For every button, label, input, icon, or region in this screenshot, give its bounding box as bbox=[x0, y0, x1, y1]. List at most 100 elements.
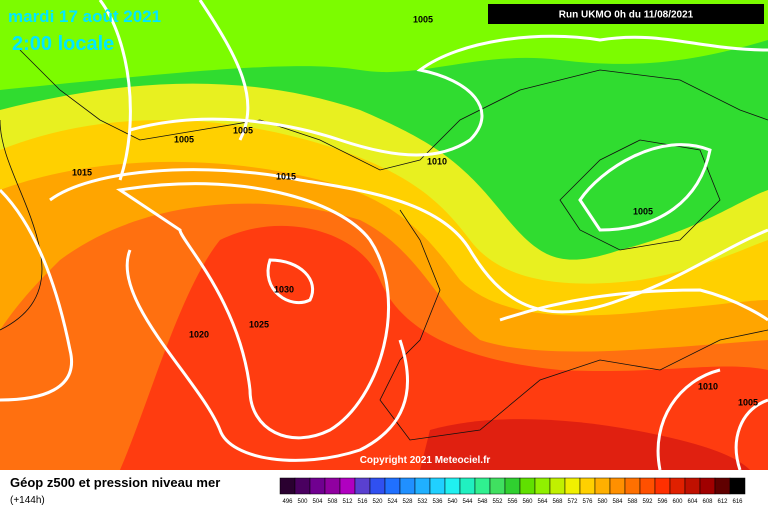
scale-label: 524 bbox=[387, 499, 398, 505]
run: Run UKMO 0h du 11/08/2021 bbox=[559, 10, 694, 21]
scale-label: 536 bbox=[432, 499, 443, 505]
scale-label: 608 bbox=[702, 499, 713, 505]
scale-label: 516 bbox=[357, 499, 368, 505]
run-box bbox=[488, 4, 764, 24]
isobar-label: 1005 bbox=[174, 134, 194, 144]
scale-label: 500 bbox=[297, 499, 308, 505]
scale-label: 616 bbox=[732, 499, 743, 505]
scale-swatch bbox=[474, 477, 491, 495]
scale-label: 580 bbox=[597, 499, 608, 505]
scale-label: 576 bbox=[582, 499, 593, 505]
scale-swatch bbox=[399, 477, 416, 495]
scale-swatch bbox=[684, 477, 701, 495]
scale-swatch bbox=[699, 477, 716, 495]
isobar-label: 1005 bbox=[738, 397, 758, 407]
isobar bbox=[656, 368, 721, 471]
isobar bbox=[49, 168, 768, 314]
isobar bbox=[266, 258, 314, 305]
scale-label: 508 bbox=[327, 499, 338, 505]
coast bbox=[559, 139, 721, 251]
scale-label: 528 bbox=[402, 499, 413, 505]
scale-label: 496 bbox=[282, 499, 293, 505]
isobar-label: 1015 bbox=[72, 167, 92, 177]
time: 2:00 locale bbox=[12, 33, 114, 55]
scale-label: 552 bbox=[492, 499, 503, 505]
band-darkred bbox=[420, 419, 750, 470]
scale-label: 560 bbox=[522, 499, 533, 505]
scale-swatch bbox=[579, 477, 596, 495]
scale-swatch bbox=[729, 477, 746, 495]
scale-swatch bbox=[624, 477, 641, 495]
band-red bbox=[120, 225, 768, 470]
isobar-label: 1030 bbox=[274, 284, 294, 294]
scale-swatch bbox=[339, 477, 356, 495]
scale-swatch bbox=[354, 477, 371, 495]
scale-swatch bbox=[489, 477, 506, 495]
footer-subtitle: (+144h) bbox=[10, 495, 45, 506]
scale-swatch bbox=[459, 477, 476, 495]
isobar-labels: 1005 1005 1005 1015 1015 1010 1005 1030 1025 1020… bbox=[72, 14, 758, 407]
footer-title: Géop z500 et pression niveau mer bbox=[10, 475, 220, 490]
scale-swatch bbox=[549, 477, 566, 495]
date: mardi 17 août 2021 bbox=[8, 7, 161, 26]
scale-label: 584 bbox=[612, 499, 623, 505]
scale-swatch bbox=[369, 477, 386, 495]
isobar bbox=[0, 188, 73, 402]
isobar-label: 1005 bbox=[413, 14, 433, 24]
scale-label: 544 bbox=[462, 499, 473, 505]
scale-swatch bbox=[324, 477, 341, 495]
isobar bbox=[734, 398, 768, 471]
scale-swatch bbox=[654, 477, 671, 495]
scale-swatch bbox=[414, 477, 431, 495]
coast bbox=[379, 209, 768, 441]
scale-swatch bbox=[279, 477, 296, 495]
scale-swatch bbox=[714, 477, 731, 495]
scale-label: 564 bbox=[537, 499, 548, 505]
isobar-label: 1015 bbox=[276, 171, 296, 181]
scale-swatch bbox=[594, 477, 611, 495]
isobar bbox=[198, 0, 250, 141]
isobar-label: 1010 bbox=[698, 381, 718, 391]
scale-label: 556 bbox=[507, 499, 518, 505]
isobar-label: 1020 bbox=[189, 329, 209, 339]
scale-label: 612 bbox=[717, 499, 728, 505]
scale-swatch bbox=[519, 477, 536, 495]
isobar bbox=[116, 182, 391, 440]
scale-swatch bbox=[294, 477, 311, 495]
scale-label: 604 bbox=[687, 499, 698, 505]
isobar bbox=[129, 34, 768, 157]
scale-label: 504 bbox=[312, 499, 323, 505]
scale-label: 572 bbox=[567, 499, 578, 505]
isobar bbox=[98, 0, 132, 181]
scale-label: 568 bbox=[552, 499, 563, 505]
scale-swatch bbox=[429, 477, 446, 495]
copyright: Copyright 2021 Meteociel.fr bbox=[360, 455, 491, 466]
isobar bbox=[125, 249, 410, 462]
scale-label: 548 bbox=[477, 499, 488, 505]
scale-label: 540 bbox=[447, 499, 458, 505]
scale-swatch bbox=[309, 477, 326, 495]
scale-swatch bbox=[444, 477, 461, 495]
scale-label: 592 bbox=[642, 499, 653, 505]
coast bbox=[19, 49, 768, 171]
scale-swatch bbox=[384, 477, 401, 495]
scale-label: 520 bbox=[372, 499, 383, 505]
scale-label: 532 bbox=[417, 499, 428, 505]
isobar-label: 1010 bbox=[427, 156, 447, 166]
isobar-label: 1005 bbox=[633, 206, 653, 216]
scale-label: 596 bbox=[657, 499, 668, 505]
map: 1005 1005 1005 1015 1015 1010 1005 1030 1025 1020… bbox=[0, 0, 768, 471]
scale-swatch bbox=[534, 477, 551, 495]
isobar bbox=[578, 143, 712, 232]
color-scale: 496 500 504 508 512 516 520 524 528 532 536 540 544 5… bbox=[279, 477, 746, 505]
scale-label: 588 bbox=[627, 499, 638, 505]
isobar-label: 1005 bbox=[233, 125, 253, 135]
scale-swatch bbox=[639, 477, 656, 495]
scale-label: 600 bbox=[672, 499, 683, 505]
scale-swatch bbox=[504, 477, 521, 495]
scale-swatch bbox=[609, 477, 626, 495]
scale-label: 512 bbox=[342, 499, 353, 505]
isobar bbox=[499, 288, 768, 322]
isobar-label: 1025 bbox=[249, 319, 269, 329]
